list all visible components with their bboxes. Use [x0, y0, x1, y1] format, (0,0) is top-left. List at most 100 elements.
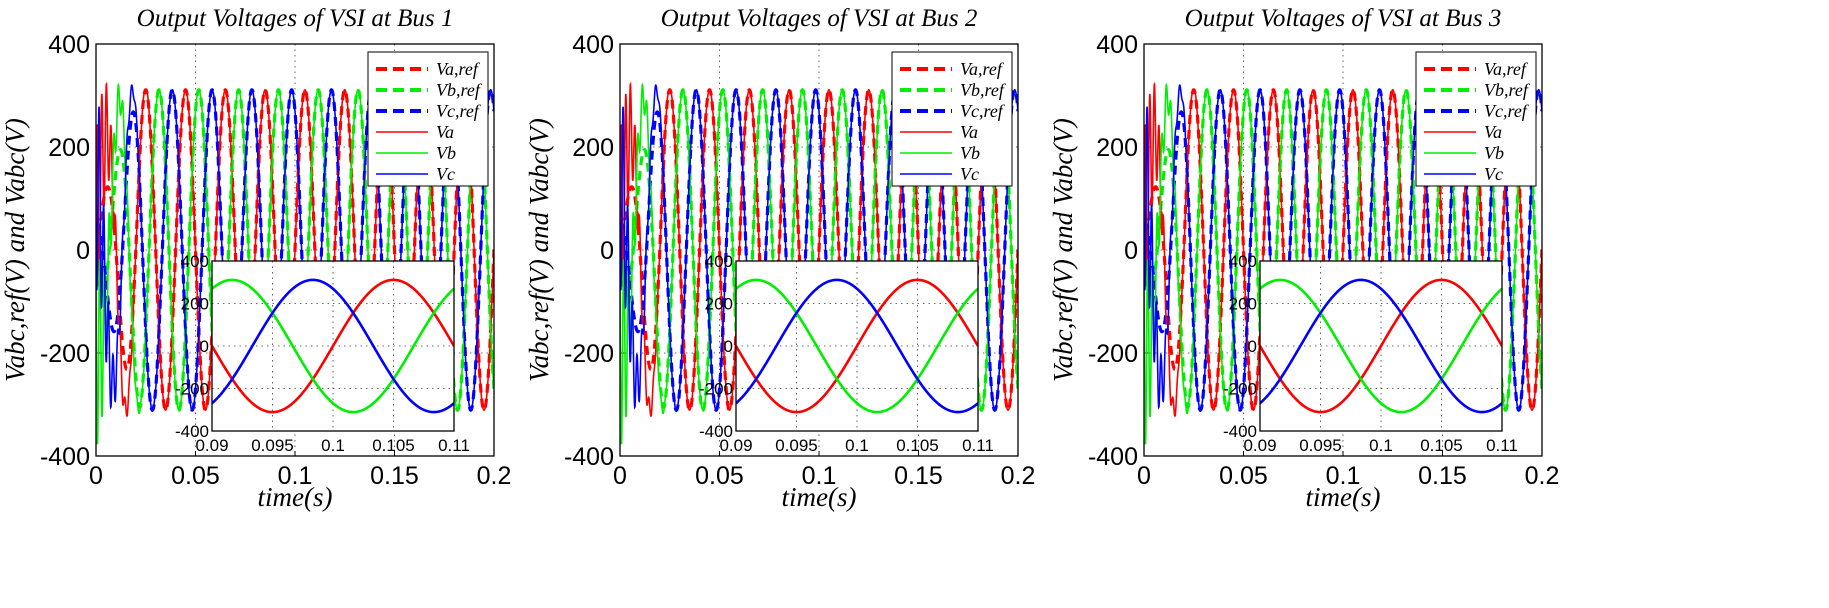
inset-frame	[211, 260, 455, 432]
y-tick-label: -400	[40, 443, 90, 471]
y-tick-label: -400	[564, 443, 614, 471]
plot-frame	[1143, 43, 1543, 457]
y-tick-label: 400	[48, 31, 90, 59]
inset-traces	[1260, 278, 1502, 414]
y-axis-label: Vabc,ref(V) and Vabc(V)	[1048, 118, 1078, 382]
y-tick-label: -200	[40, 340, 90, 368]
inset-x-tick-label: 0.09	[719, 436, 752, 455]
x-tick-label: 0.2	[1001, 462, 1036, 490]
x-tick-label: 0.2	[1525, 462, 1560, 490]
inset-y-tick-label: 400	[705, 252, 733, 271]
inset-x-tick-label: 0.095	[1299, 436, 1342, 455]
x-tick-label: 0.1	[802, 462, 837, 490]
x-tick-label: 0.15	[894, 462, 943, 490]
inset-y-tick-label: -200	[175, 380, 209, 399]
inset-chart: 0.09 0.095 0.1 0.105 0.11 -400 -200 0 200 400	[175, 252, 470, 455]
y-axis-label: Vabc,ref(V) and Vabc(V)	[0, 118, 30, 382]
legend-label: Va	[960, 122, 978, 142]
y-tick-label: -400	[1088, 443, 1138, 471]
x-tick-label: 0.05	[695, 462, 744, 490]
legend-box	[1415, 51, 1537, 187]
chart-title: Output Voltages of VSI at Bus 3	[1185, 5, 1502, 32]
inset-y-tick-label: -400	[175, 422, 209, 441]
inset-x-tick-label: 0.105	[896, 436, 939, 455]
x-tick-label: 0.15	[370, 462, 419, 490]
legend-label: Vb,ref	[1484, 80, 1531, 100]
inset-x-tick-label: 0.105	[372, 436, 415, 455]
y-tick-label: 200	[48, 134, 90, 162]
inset-traces	[212, 278, 454, 414]
x-tick-label: 0	[1137, 462, 1151, 490]
x-tick-label: 0	[613, 462, 627, 490]
legend-label: Vb,ref	[960, 80, 1007, 100]
y-tick-label: 0	[600, 237, 614, 265]
x-tick-label: 0.05	[1219, 462, 1268, 490]
inset-x-tick-label: 0.1	[845, 436, 869, 455]
inset-x-tick-label: 0.11	[1486, 436, 1518, 455]
inset-chart: 0.09 0.095 0.1 0.105 0.11 -400 -200 0 200 400	[699, 252, 994, 455]
legend-label: Va,ref	[436, 59, 481, 79]
y-tick-label: 400	[1096, 31, 1138, 59]
y-tick-label: 400	[572, 31, 614, 59]
legend-label: Vb,ref	[436, 80, 483, 100]
inset-y-tick-label: 400	[181, 252, 209, 271]
inset-x-tick-label: 0.095	[251, 436, 294, 455]
inset-y-tick-label: 0	[200, 337, 209, 356]
inset-series-vc	[736, 278, 978, 414]
inset-y-tick-label: -400	[1223, 422, 1257, 441]
legend-label: Vc	[436, 164, 455, 184]
inset-y-tick-label: -200	[699, 380, 733, 399]
inset-y-tick-label: 0	[1248, 337, 1257, 356]
plot-frame	[95, 43, 495, 457]
inset-y-tick-label: 200	[1229, 295, 1257, 314]
legend-label: Va,ref	[960, 59, 1005, 79]
legend-label: Vc	[1484, 164, 1503, 184]
inset-x-tick-label: 0.11	[438, 436, 470, 455]
inset-x-tick-label: 0.09	[1243, 436, 1276, 455]
inset-series-vb	[212, 278, 454, 414]
inset-x-tick-label: 0.1	[1369, 436, 1393, 455]
legend-box	[367, 51, 489, 187]
y-tick-label: -200	[564, 340, 614, 368]
x-tick-label: 0.15	[1418, 462, 1467, 490]
chart-title: Output Voltages of VSI at Bus 2	[661, 5, 978, 32]
x-axis-label: time(s)	[782, 482, 857, 512]
x-axis-label: time(s)	[1306, 482, 1381, 512]
x-axis-label: time(s)	[258, 482, 333, 512]
inset-frame	[735, 260, 979, 432]
inset-y-tick-label: -200	[1223, 380, 1257, 399]
inset-series-va	[1260, 278, 1502, 414]
y-axis-label: Vabc,ref(V) and Vabc(V)	[524, 118, 554, 382]
inset-series-vc	[212, 278, 454, 414]
inset-series-vb	[736, 278, 978, 414]
inset-x-tick-label: 0.11	[962, 436, 994, 455]
inset-y-tick-label: 0	[724, 337, 733, 356]
y-tick-label: 200	[1096, 134, 1138, 162]
inset-series-va	[212, 278, 454, 414]
chart-panel-1: 0 0.05 0.1 0.15 0.2 -400 -200 0 200 400 Output Vol…	[0, 5, 511, 512]
inset-x-tick-label: 0.1	[321, 436, 345, 455]
inset-traces	[736, 278, 978, 414]
x-tick-label: 0.1	[1326, 462, 1361, 490]
x-tick-label: 0.1	[278, 462, 313, 490]
inset-y-tick-label: -400	[699, 422, 733, 441]
legend-label: Vc	[960, 164, 979, 184]
x-tick-label: 0.2	[477, 462, 512, 490]
legend-label: Vc,ref	[1484, 101, 1530, 121]
legend-label: Va,ref	[1484, 59, 1529, 79]
legend-label: Va	[436, 122, 454, 142]
inset-y-tick-label: 200	[705, 295, 733, 314]
inset-frame	[1259, 260, 1503, 432]
x-tick-label: 0.05	[171, 462, 220, 490]
y-tick-label: 200	[572, 134, 614, 162]
chart-title: Output Voltages of VSI at Bus 1	[137, 5, 454, 32]
inset-chart: 0.09 0.095 0.1 0.105 0.11 -400 -200 0 200 400	[1223, 252, 1518, 455]
y-tick-label: 0	[76, 237, 90, 265]
legend-label: Va	[1484, 122, 1502, 142]
inset-y-tick-label: 400	[1229, 252, 1257, 271]
inset-x-tick-label: 0.095	[775, 436, 818, 455]
inset-series-vc	[1260, 278, 1502, 414]
